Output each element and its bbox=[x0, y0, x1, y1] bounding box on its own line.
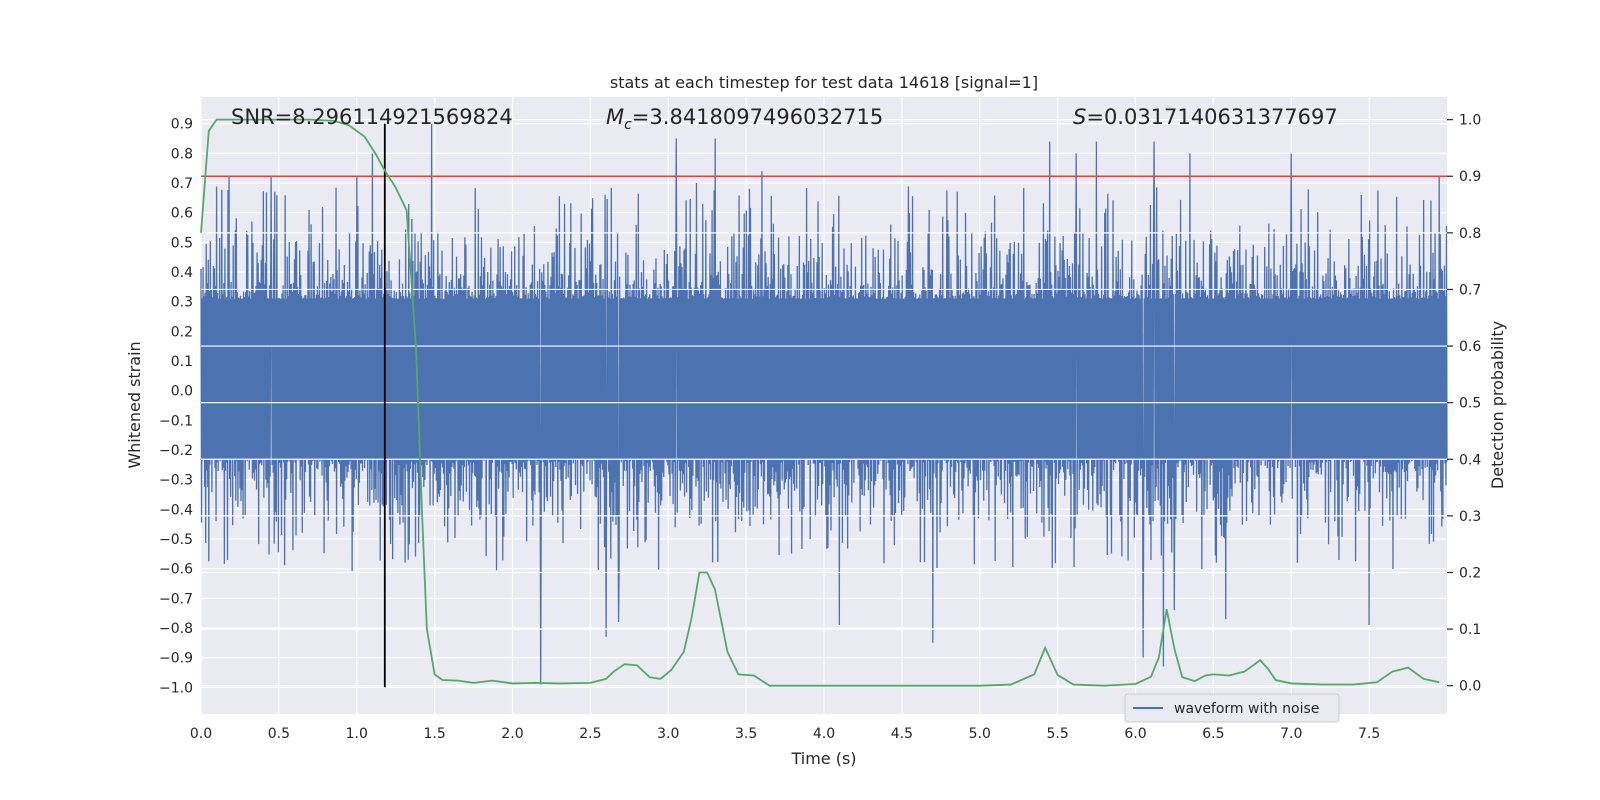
s-annotation: S=0.0317140631377697 bbox=[1073, 105, 1338, 129]
right-y-tick-label: 0.0 bbox=[1459, 679, 1481, 695]
x-tick-label: 3.0 bbox=[657, 726, 679, 742]
x-tick-label: 2.0 bbox=[501, 726, 523, 742]
probability-line bbox=[200, 118, 1440, 687]
x-tick-label: 0.5 bbox=[268, 726, 290, 742]
x-tick-label: 7.0 bbox=[1280, 726, 1302, 742]
left-y-tick-label: −0.2 bbox=[159, 443, 193, 459]
left-y-tick-label: 0.3 bbox=[171, 295, 193, 311]
x-tick-label: 6.5 bbox=[1202, 726, 1224, 742]
right-y-tick-label: 0.7 bbox=[1459, 282, 1481, 298]
snr-annotation: SNR=8.296114921569824 bbox=[231, 105, 513, 129]
x-tick-label: 2.5 bbox=[579, 726, 601, 742]
right-y-tick-labels: 1.0 0.9 0.8 0.7 0.6 0.5 0.4 0.3 0.2 0.1 0.0 bbox=[1447, 113, 1481, 695]
left-y-tick-label: −0.1 bbox=[159, 413, 193, 429]
x-tick-label: 5.0 bbox=[969, 726, 991, 742]
x-tick-label: 5.5 bbox=[1046, 726, 1068, 742]
right-y-tick-label: 0.3 bbox=[1459, 509, 1481, 525]
s-value: =0.0317140631377697 bbox=[1086, 105, 1337, 129]
left-y-tick-label: 0.4 bbox=[171, 265, 193, 281]
x-tick-label: 0.0 bbox=[190, 726, 212, 742]
legend-label: waveform with noise bbox=[1174, 701, 1319, 717]
left-y-tick-label: 0.6 bbox=[171, 206, 193, 222]
right-y-tick-label: 0.6 bbox=[1459, 339, 1481, 355]
chart-title: stats at each timestep for test data 146… bbox=[610, 73, 1038, 92]
x-tick-label: 1.5 bbox=[423, 726, 445, 742]
left-y-tick-label: −0.7 bbox=[159, 591, 193, 607]
legend-box bbox=[1124, 693, 1340, 723]
x-tick-label: 6.0 bbox=[1124, 726, 1146, 742]
left-y-tick-label: 0.1 bbox=[171, 354, 193, 370]
left-y-tick-label: −0.9 bbox=[159, 651, 193, 667]
left-y-tick-label: −0.5 bbox=[159, 532, 193, 548]
right-y-tick-label: 0.5 bbox=[1459, 396, 1481, 412]
chirp-mass-subscript: c bbox=[624, 117, 632, 133]
right-y-tick-label: 1.0 bbox=[1459, 113, 1481, 129]
left-y-tick-label: −0.6 bbox=[159, 562, 193, 578]
left-y-tick-labels: 0.9 0.8 0.7 0.6 0.5 0.4 0.3 0.2 0.1 0.0 −0.1 −0.2 −0… bbox=[159, 117, 193, 697]
right-y-tick-label: 0.4 bbox=[1459, 452, 1481, 468]
x-tick-label: 4.0 bbox=[813, 726, 835, 742]
x-tick-label: 7.5 bbox=[1358, 726, 1380, 742]
chirp-mass-annotation: Mc=3.8418097496032715 bbox=[606, 105, 883, 133]
left-y-axis-label: Whitened strain bbox=[125, 341, 144, 468]
left-y-tick-label: 0.8 bbox=[171, 146, 193, 162]
x-tick-labels: 0.0 0.5 1.0 1.5 2.0 2.5 3.0 3.5 4.0 4.5 5.0 5.5 6.0 6… bbox=[190, 726, 1380, 742]
left-y-tick-label: 0.2 bbox=[171, 324, 193, 340]
left-y-tick-label: −0.3 bbox=[159, 473, 193, 489]
x-tick-label: 4.5 bbox=[891, 726, 913, 742]
left-y-tick-label: −0.4 bbox=[159, 502, 193, 518]
s-symbol: S bbox=[1073, 105, 1086, 129]
probability-series bbox=[200, 118, 1440, 687]
x-tick-label: 3.5 bbox=[735, 726, 757, 742]
right-y-axis-label: Detection probability bbox=[1488, 321, 1507, 489]
left-y-tick-label: 0.7 bbox=[171, 176, 193, 192]
left-y-tick-label: 0.9 bbox=[171, 117, 193, 133]
left-y-tick-label: −1.0 bbox=[159, 680, 193, 696]
x-tick-label: 1.0 bbox=[346, 726, 368, 742]
chirp-mass-value: =3.8418097496032715 bbox=[632, 105, 883, 129]
right-y-tick-label: 0.9 bbox=[1459, 169, 1481, 185]
right-y-tick-label: 0.2 bbox=[1459, 565, 1481, 581]
left-y-tick-label: 0.5 bbox=[171, 235, 193, 251]
waveform-series bbox=[200, 123, 1448, 685]
x-axis-label: Time (s) bbox=[790, 749, 856, 768]
chirp-mass-symbol: M bbox=[606, 105, 624, 129]
right-y-tick-label: 0.1 bbox=[1459, 622, 1481, 638]
waveform-line bbox=[200, 123, 1448, 685]
legend: waveform with noise bbox=[1124, 693, 1340, 723]
left-y-tick-label: 0.0 bbox=[171, 384, 193, 400]
left-y-tick-label: −0.8 bbox=[159, 621, 193, 637]
right-y-tick-label: 0.8 bbox=[1459, 226, 1481, 242]
